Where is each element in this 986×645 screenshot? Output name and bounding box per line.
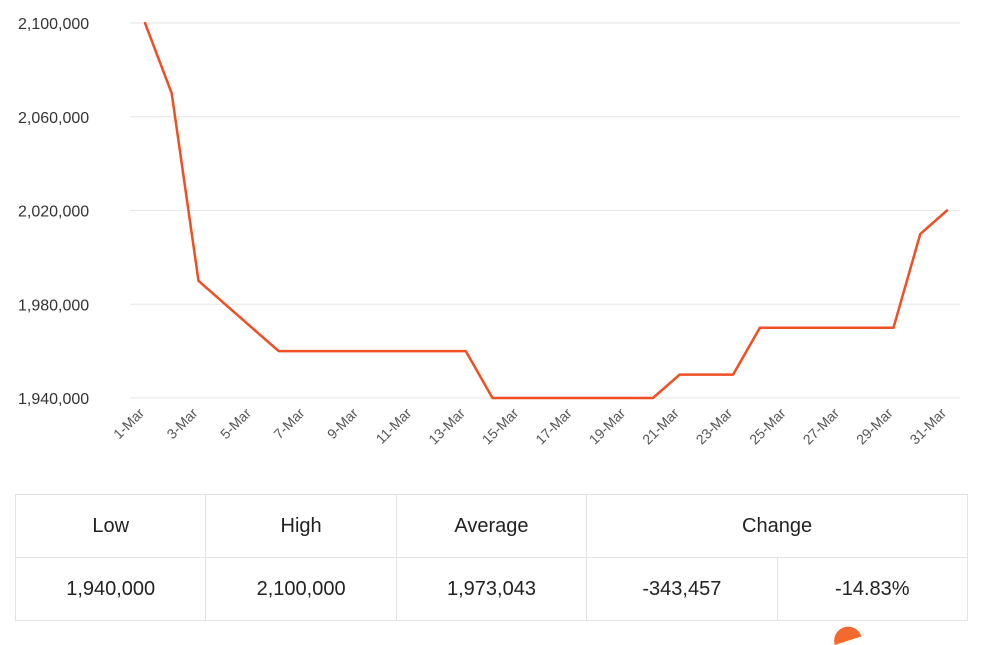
header-low: Low: [14, 494, 207, 558]
series-line: [143, 21, 949, 400]
y-tick-label: 2,060,000: [18, 110, 89, 127]
x-tick-label: 19-Mar: [586, 405, 629, 448]
stats-header-row: Low High Average Change: [14, 494, 968, 558]
y-tick-label: 1,940,000: [18, 391, 89, 408]
stats-table: Low High Average Change 1,940,000 2,100,…: [14, 494, 969, 621]
x-tick-label: 3-Mar: [163, 405, 200, 442]
value-change-abs: -343,457: [586, 557, 778, 621]
x-tick-label: 25-Mar: [746, 405, 789, 448]
x-tick-label: 31-Mar: [906, 405, 949, 448]
y-tick-label: 1,980,000: [18, 297, 89, 314]
value-low: 1,940,000: [14, 557, 207, 621]
x-tick-label: 27-Mar: [800, 405, 843, 448]
x-tick-label: 9-Mar: [324, 405, 361, 442]
header-change: Change: [586, 494, 968, 558]
decorative-accent-mark: [830, 623, 862, 645]
value-change-pct: -14.83%: [776, 557, 969, 621]
x-tick-label: 1-Mar: [110, 405, 147, 442]
header-average: Average: [395, 494, 588, 558]
header-high: High: [205, 494, 397, 558]
x-tick-label: 17-Mar: [532, 405, 575, 448]
price-line-chart: 1,940,000 1,980,000 2,020,000 2,060,000 2,10…: [18, 16, 960, 448]
value-average: 1,973,043: [395, 557, 588, 621]
x-tick-label: 13-Mar: [425, 405, 468, 448]
x-tick-label: 23-Mar: [693, 405, 736, 448]
stats-value-row: 1,940,000 2,100,000 1,973,043 -343,457 -…: [14, 557, 969, 621]
x-tick-label: 29-Mar: [853, 405, 896, 448]
x-tick-label: 7-Mar: [270, 405, 307, 442]
y-tick-label: 2,020,000: [18, 204, 89, 221]
value-high: 2,100,000: [205, 557, 397, 621]
x-tick-label: 15-Mar: [479, 405, 522, 448]
y-tick-label: 2,100,000: [18, 16, 89, 33]
x-tick-label: 21-Mar: [639, 405, 682, 448]
x-tick-label: 11-Mar: [373, 405, 415, 447]
chart-svg: 1,940,000 1,980,000 2,020,000 2,060,000 2,10…: [18, 16, 960, 448]
x-tick-label: 5-Mar: [217, 405, 254, 442]
